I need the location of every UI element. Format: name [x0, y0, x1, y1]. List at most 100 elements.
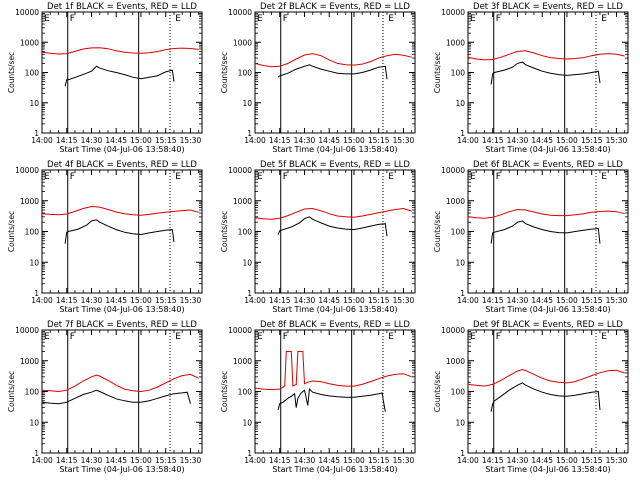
y-tick-label: 1 [460, 289, 465, 298]
x-tick-label: 15:30 [393, 296, 415, 305]
plot-frame [467, 329, 629, 454]
x-tick-label: 14:30 [81, 136, 103, 145]
y-tick-label: 1000 [446, 357, 465, 366]
x-axis-label: Start Time (04-Jul-06 13:58:40) [272, 305, 397, 314]
chart-panel: Det 1f BLACK = Events, RED = LLD 1 10 100 10… [7, 2, 203, 154]
y-tick-label: 100 [451, 228, 466, 237]
marker-label-e: E [175, 14, 181, 24]
y-tick-label: 10000 [15, 326, 39, 335]
x-tick-label: 15:15 [368, 296, 390, 305]
y-tick-label: 100 [25, 228, 40, 237]
x-tick-label: 14:45 [105, 296, 127, 305]
x-tick-label: 14:30 [507, 136, 529, 145]
y-tick-label: 1 [460, 449, 465, 458]
events-series-line [490, 61, 601, 85]
events-series-line [277, 388, 386, 412]
x-tick-label: 14:45 [531, 136, 553, 145]
y-axis-label: Counts/sec [433, 371, 442, 412]
chart-panel: Det 6f BLACK = Events, RED = LLD 1 10 100 10… [433, 160, 629, 314]
events-series-line [41, 389, 191, 405]
x-tick-label: 15:00 [343, 296, 365, 305]
x-axis-label: Start Time (04-Jul-06 13:58:40) [59, 465, 184, 474]
x-tick-label: 14:45 [318, 296, 340, 305]
y-tick-label: 10000 [15, 166, 39, 175]
lld-series-line [41, 205, 199, 216]
x-tick-label: 15:15 [155, 136, 177, 145]
x-tick-label: 14:15 [269, 136, 291, 145]
marker-label-e: E [257, 172, 263, 182]
x-tick-label: 15:00 [343, 136, 365, 145]
x-tick-label: 14:15 [269, 456, 291, 465]
y-tick-label: 10000 [441, 8, 465, 17]
marker-label-f: F [283, 332, 288, 342]
y-tick-label: 100 [451, 388, 466, 397]
y-tick-label: 10000 [15, 8, 39, 17]
chart-title: Det 4f BLACK = Events, RED = LLD [47, 160, 197, 170]
lld-series-line [254, 351, 412, 391]
x-tick-label: 14:30 [294, 296, 316, 305]
y-tick-label: 100 [238, 388, 253, 397]
x-tick-label: 15:30 [393, 136, 415, 145]
x-tick-label: 15:30 [606, 456, 628, 465]
x-tick-label: 14:15 [56, 136, 78, 145]
x-tick-label: 15:15 [581, 456, 603, 465]
x-tick-label: 14:45 [318, 136, 340, 145]
y-tick-label: 1000 [233, 197, 252, 206]
x-tick-label: 15:00 [130, 296, 152, 305]
x-tick-label: 14:00 [31, 456, 53, 465]
chart-title: Det 1f BLACK = Events, RED = LLD [47, 2, 197, 12]
x-tick-label: 14:00 [244, 136, 266, 145]
x-tick-label: 15:15 [155, 296, 177, 305]
x-tick-label: 14:30 [81, 296, 103, 305]
marker-label-f: F [496, 14, 501, 24]
y-tick-label: 1000 [233, 357, 252, 366]
chart-panel: Det 9f BLACK = Events, RED = LLD 1 10 100 10… [433, 320, 629, 474]
lld-series-line [467, 368, 625, 387]
y-tick-label: 10 [242, 418, 252, 427]
y-tick-label: 10000 [228, 166, 252, 175]
events-series-line [277, 64, 388, 80]
lld-series-line [41, 47, 199, 55]
x-tick-label: 14:00 [31, 296, 53, 305]
y-tick-label: 1 [34, 449, 39, 458]
marker-label-e: E [470, 172, 476, 182]
x-axis-label: Start Time (04-Jul-06 13:58:40) [272, 465, 397, 474]
lld-series-line [41, 373, 199, 393]
chart-title: Det 2f BLACK = Events, RED = LLD [260, 2, 410, 12]
x-tick-label: 14:30 [507, 456, 529, 465]
lld-series-line [467, 50, 625, 61]
x-tick-label: 15:15 [581, 296, 603, 305]
x-axis-label: Start Time (04-Jul-06 13:58:40) [59, 305, 184, 314]
plot-frame [41, 11, 203, 134]
events-series-line [490, 220, 601, 244]
x-tick-label: 14:15 [56, 456, 78, 465]
y-tick-label: 100 [238, 69, 253, 78]
chart-panel: Det 5f BLACK = Events, RED = LLD 1 10 100 10… [220, 160, 416, 314]
chart-title: Det 6f BLACK = Events, RED = LLD [473, 160, 623, 170]
lld-series-line [254, 53, 412, 68]
chart-panel: Det 3f BLACK = Events, RED = LLD 1 10 100 10… [433, 2, 629, 154]
x-tick-label: 15:15 [368, 136, 390, 145]
marker-label-e: E [44, 172, 50, 182]
chart-panel: Det 2f BLACK = Events, RED = LLD 1 10 100 10… [220, 2, 416, 154]
x-tick-label: 14:15 [56, 296, 78, 305]
chart-title: Det 7f BLACK = Events, RED = LLD [47, 320, 197, 330]
marker-label-e: E [257, 14, 263, 24]
y-tick-label: 1000 [233, 38, 252, 47]
y-axis-label: Counts/sec [7, 211, 16, 252]
plot-frame [41, 329, 203, 454]
x-tick-label: 15:15 [155, 456, 177, 465]
marker-label-e: E [470, 14, 476, 24]
x-tick-label: 15:00 [130, 456, 152, 465]
x-tick-label: 14:45 [318, 456, 340, 465]
y-axis-label: Counts/sec [433, 211, 442, 252]
x-axis-label: Start Time (04-Jul-06 13:58:40) [485, 145, 610, 154]
marker-label-f: F [70, 14, 75, 24]
marker-label-e: E [175, 172, 181, 182]
x-tick-label: 14:15 [482, 136, 504, 145]
events-series-line [64, 219, 175, 244]
marker-label-e: E [175, 332, 181, 342]
marker-label-e: E [601, 172, 607, 182]
lld-series-line [254, 207, 412, 220]
